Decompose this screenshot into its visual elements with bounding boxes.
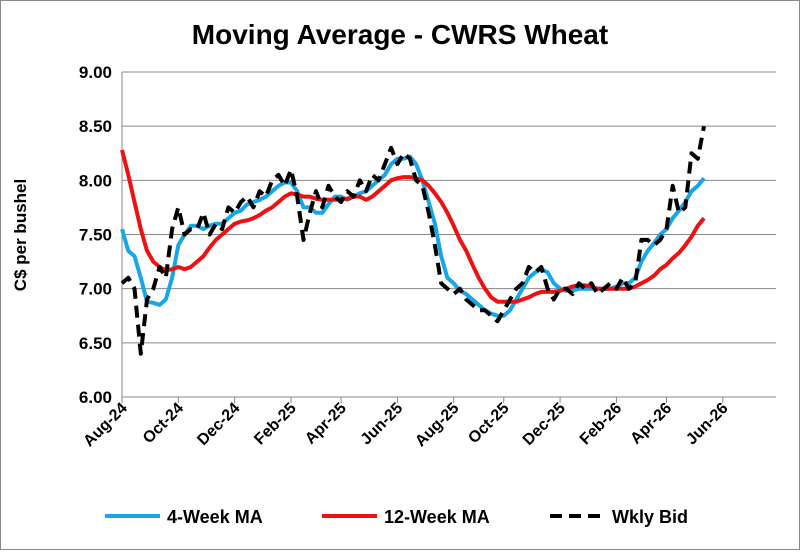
y-tick-label: 6.50 [79,334,112,353]
legend-label: Wkly Bid [612,507,688,527]
series-line [120,125,706,356]
y-tick-label: 8.50 [79,117,112,136]
y-tick-label: 7.50 [79,226,112,245]
legend-label: 12-Week MA [384,507,490,527]
chart-title: Moving Average - CWRS Wheat [192,19,608,50]
y-axis-label: C$ per bushel [11,179,30,291]
y-tick-label: 7.00 [79,280,112,299]
y-tick-label: 9.00 [79,63,112,82]
legend-label: 4-Week MA [167,507,263,527]
y-tick-label: 8.00 [79,171,112,190]
series-line [120,149,706,304]
y-tick-label: 6.00 [79,388,112,407]
